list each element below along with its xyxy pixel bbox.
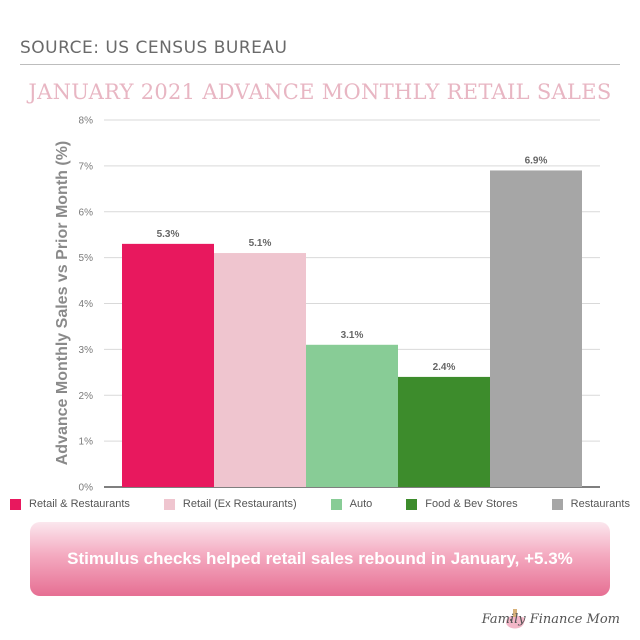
legend-item-retail-restaurants: Retail & Restaurants (10, 498, 130, 510)
brand-name: Family Finance Mom (481, 612, 620, 627)
legend-swatch (551, 498, 563, 510)
legend-swatch (330, 498, 342, 510)
takeaway-banner: Stimulus checks helped retail sales rebo… (30, 522, 610, 596)
bar-4 (490, 170, 582, 487)
y-tick-label: 3% (79, 345, 94, 356)
y-tick-label: 5% (79, 253, 94, 264)
legend-label: Restaurants (570, 498, 630, 510)
bar-value-label: 5.1% (249, 238, 272, 249)
y-tick-label: 2% (79, 391, 94, 402)
chart-title: JANUARY 2021 ADVANCE MONTHLY RETAIL SALE… (28, 80, 612, 104)
legend-label: Auto (349, 498, 373, 510)
y-axis-label: Advance Monthly Sales vs Prior Month (%) (54, 141, 71, 466)
y-tick-label: 0% (79, 483, 94, 494)
y-tick-label: 6% (79, 207, 94, 218)
y-axis-ticks: 0% 1% 2% 3% 4% 5% 6% 7% 8% (79, 116, 94, 494)
legend-item-retail-ex-restaurants: Retail (Ex Restaurants) (163, 498, 297, 510)
legend-item-restaurants: Restaurants (551, 498, 630, 510)
piggy-bank-icon (506, 609, 525, 629)
source-label: SOURCE: US CENSUS BUREAU (20, 38, 288, 58)
legend-swatch (10, 498, 21, 510)
source-divider (20, 64, 620, 65)
bar-1 (214, 253, 306, 487)
y-tick-label: 7% (79, 161, 94, 172)
bar-0 (122, 243, 214, 487)
legend-swatch (406, 498, 418, 510)
legend: Retail & Restaurants Retail (Ex Restaura… (10, 498, 630, 510)
bar-value-label: 6.9% (525, 155, 548, 166)
y-tick-label: 8% (79, 116, 94, 127)
banner-text: Stimulus checks helped retail sales rebo… (67, 549, 573, 568)
legend-label: Retail (Ex Restaurants) (182, 498, 297, 510)
bar-value-label: 5.3% (157, 229, 180, 240)
legend-item-food-bev: Food & Bev Stores (406, 498, 518, 510)
y-tick-label: 1% (79, 437, 94, 448)
bars (122, 170, 582, 487)
y-tick-label: 4% (79, 299, 94, 310)
bar-value-label: 3.1% (341, 330, 364, 341)
legend-item-auto: Auto (330, 498, 373, 510)
bar-value-label: 2.4% (433, 362, 456, 373)
bar-3 (398, 376, 490, 487)
bar-2 (306, 344, 398, 487)
value-labels: 5.3% 5.1% 3.1% 2.4% 6.9% (157, 155, 548, 372)
legend-label: Retail & Restaurants (29, 498, 130, 510)
legend-label: Food & Bev Stores (425, 498, 518, 510)
legend-swatch (163, 498, 175, 510)
